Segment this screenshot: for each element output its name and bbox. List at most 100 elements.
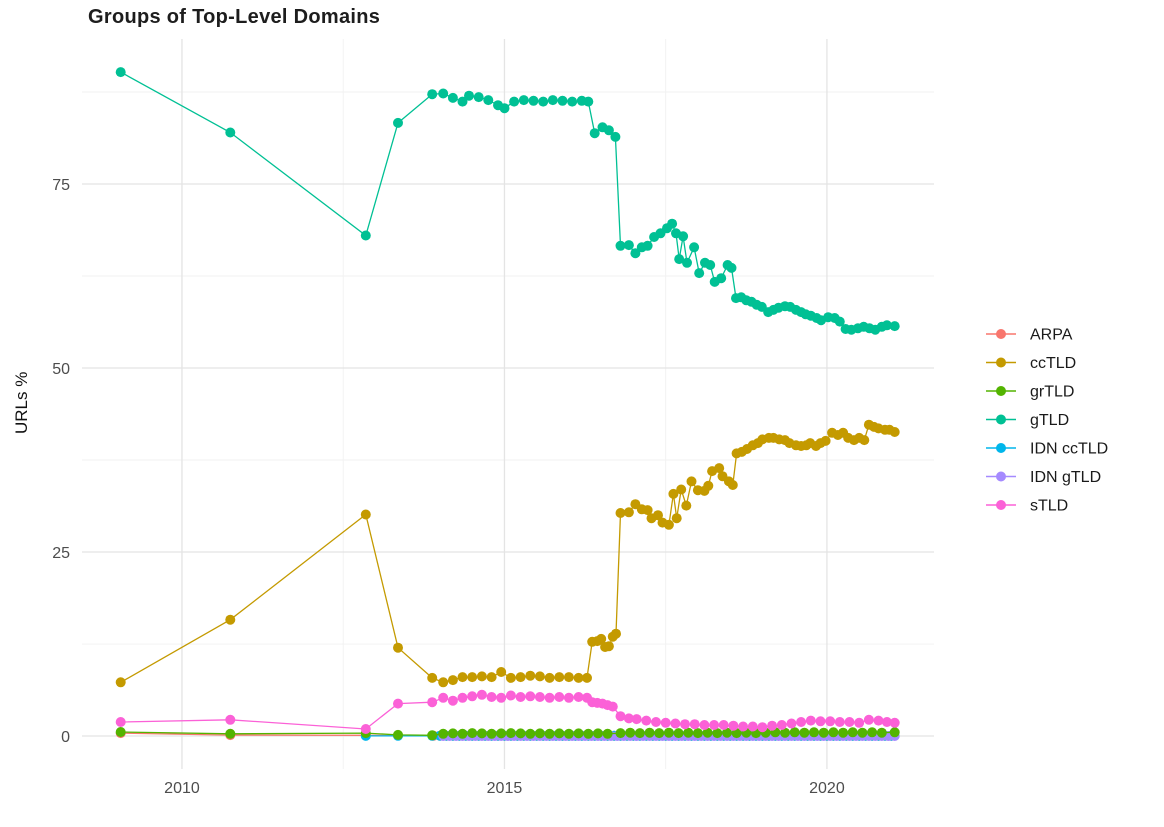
series-point-stld bbox=[805, 715, 816, 726]
legend-key-dot-arpa bbox=[996, 329, 1006, 339]
series-point-stld bbox=[776, 720, 787, 730]
series-point-cctld bbox=[653, 510, 663, 521]
series-point-cctld bbox=[476, 671, 487, 682]
series-point-grtld bbox=[780, 727, 790, 738]
series-point-gtld bbox=[360, 230, 371, 241]
series-point-grtld bbox=[573, 728, 584, 739]
series-point-grtld bbox=[838, 727, 849, 738]
series-point-grtld bbox=[789, 727, 800, 738]
series-point-stld bbox=[505, 690, 516, 701]
series-point-stld bbox=[515, 692, 526, 702]
series-point-stld bbox=[738, 721, 749, 732]
series-point-stld bbox=[747, 721, 758, 732]
series-point-cctld bbox=[686, 476, 697, 487]
series-point-gtld bbox=[716, 273, 727, 284]
legend-key-dot-gtld bbox=[996, 414, 1006, 425]
series-point-grtld bbox=[427, 730, 438, 741]
series-point-grtld bbox=[486, 728, 497, 739]
series-point-grtld bbox=[496, 728, 507, 739]
series-point-stld bbox=[607, 701, 618, 712]
series-point-stld bbox=[881, 717, 892, 727]
series-point-grtld bbox=[505, 728, 516, 739]
series-point-cctld bbox=[681, 500, 692, 511]
series-point-grtld bbox=[799, 727, 810, 738]
series-point-cctld bbox=[447, 675, 458, 686]
series-point-grtld bbox=[654, 728, 665, 739]
series-point-cctld bbox=[554, 672, 565, 683]
series-point-grtld bbox=[889, 727, 900, 738]
series-point-gtld bbox=[630, 248, 641, 259]
series-point-grtld bbox=[225, 728, 236, 739]
series-point-cctld bbox=[623, 507, 634, 518]
series-point-cctld bbox=[467, 672, 478, 683]
series-point-grtld bbox=[673, 728, 684, 739]
series-point-grtld bbox=[438, 728, 449, 739]
series-point-gtld bbox=[583, 96, 594, 107]
series-point-grtld bbox=[867, 727, 878, 738]
series-point-grtld bbox=[818, 727, 829, 738]
series-point-gtld bbox=[589, 128, 600, 139]
series-point-gtld bbox=[615, 240, 626, 251]
series-point-cctld bbox=[714, 463, 725, 474]
series-point-stld bbox=[834, 717, 845, 727]
series-point-gtld bbox=[457, 96, 468, 107]
series-point-stld bbox=[427, 697, 438, 708]
series-point-gtld bbox=[538, 96, 549, 107]
series-point-stld bbox=[554, 692, 565, 702]
series-point-cctld bbox=[393, 642, 403, 653]
series-point-cctld bbox=[438, 677, 449, 688]
series-point-grtld bbox=[544, 728, 555, 739]
series-point-grtld bbox=[457, 728, 468, 739]
series-point-grtld bbox=[712, 728, 723, 739]
series-point-stld bbox=[573, 692, 584, 702]
series-point-gtld bbox=[115, 67, 126, 78]
series-point-cctld bbox=[544, 672, 555, 683]
series-point-gtld bbox=[682, 257, 692, 268]
series-point-gtld bbox=[705, 260, 716, 270]
series-point-gtld bbox=[509, 96, 520, 107]
series-point-cctld bbox=[563, 672, 574, 683]
series-point-cctld bbox=[611, 628, 621, 639]
x-axis-tick-label: 2015 bbox=[487, 780, 523, 797]
series-point-gtld bbox=[610, 131, 621, 142]
series-point-stld bbox=[641, 715, 652, 726]
series-point-stld bbox=[447, 695, 458, 706]
y-axis-tick-label: 75 bbox=[52, 177, 70, 194]
series-point-gtld bbox=[518, 95, 529, 106]
series-point-stld bbox=[563, 692, 574, 703]
series-point-gtld bbox=[427, 89, 438, 100]
legend-label-idn-gtld: IDN gTLD bbox=[1030, 469, 1101, 486]
series-point-stld bbox=[651, 717, 661, 727]
series-point-grtld bbox=[857, 727, 868, 738]
series-point-gtld bbox=[473, 92, 484, 103]
x-axis-tick-label: 2020 bbox=[809, 780, 845, 797]
series-point-stld bbox=[631, 714, 642, 725]
series-point-grtld bbox=[722, 727, 732, 738]
series-point-gtld bbox=[499, 103, 510, 114]
y-axis-tick-label: 50 bbox=[52, 361, 70, 378]
series-point-cctld bbox=[582, 672, 592, 683]
legend-key-dot-idn-gtld bbox=[996, 471, 1006, 482]
series-point-stld bbox=[844, 717, 855, 727]
series-point-cctld bbox=[859, 435, 870, 446]
series-point-grtld bbox=[476, 728, 487, 739]
series-point-cctld bbox=[727, 480, 738, 490]
series-point-cctld bbox=[668, 488, 679, 499]
y-axis-tick-label: 25 bbox=[52, 545, 70, 562]
series-point-cctld bbox=[671, 513, 682, 524]
series-point-gtld bbox=[881, 320, 892, 331]
series-point-cctld bbox=[615, 508, 626, 518]
series-point-cctld bbox=[360, 509, 371, 520]
series-point-cctld bbox=[486, 672, 497, 683]
series-point-gtld bbox=[393, 117, 403, 128]
legend-key-dot-grtld bbox=[996, 386, 1006, 396]
series-point-gtld bbox=[642, 240, 653, 251]
series-point-stld bbox=[544, 692, 555, 703]
y-axis-title: URLs % bbox=[12, 371, 31, 434]
legend-label-idn-cctld: IDN ccTLD bbox=[1030, 441, 1108, 458]
series-point-stld bbox=[767, 720, 778, 731]
series-point-gtld bbox=[623, 240, 634, 251]
legend-label-arpa: ARPA bbox=[1030, 327, 1073, 344]
series-point-stld bbox=[873, 715, 884, 726]
